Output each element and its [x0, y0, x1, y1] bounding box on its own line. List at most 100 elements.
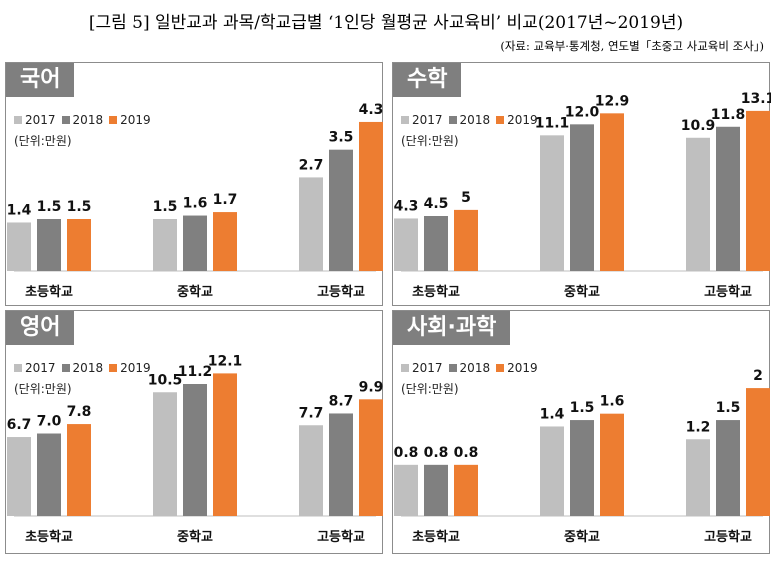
bar-2018 — [570, 124, 594, 271]
legend-label: 2017 — [25, 113, 56, 127]
bar-2018 — [716, 420, 740, 516]
legend: 2017 2018 2019 — [401, 113, 538, 127]
bar-chart: 0.8 0.8 0.8 초등학교 1.4 1.5 1.6 중학교 1.2 1.5 2 고등학교 — [394, 368, 770, 545]
legend: 2017 2018 2019 — [14, 361, 151, 375]
legend-swatch — [448, 116, 457, 124]
legend-swatch — [496, 116, 505, 124]
category-label: 중학교 — [177, 284, 213, 300]
value-label: 1.5 — [67, 199, 92, 215]
value-label: 4.3 — [394, 198, 419, 214]
legend-label: 2018 — [72, 361, 104, 375]
value-label: 11.2 — [178, 364, 213, 380]
value-label: 1.5 — [570, 400, 595, 416]
legend-item: 2017 — [401, 113, 443, 127]
value-label: 0.8 — [454, 445, 479, 461]
category-label: 고등학교 — [704, 529, 752, 545]
legend-swatch — [14, 364, 22, 372]
legend-swatch — [61, 116, 70, 124]
value-label: 12.9 — [595, 93, 630, 109]
value-label: 4.5 — [424, 196, 449, 212]
bar-2019 — [359, 121, 383, 271]
chart-title: 사회·과학 — [393, 311, 511, 345]
legend-item: 2018 — [61, 113, 104, 127]
legend-item: 2018 — [448, 361, 490, 375]
value-label: 2 — [753, 368, 763, 384]
bar-2018 — [424, 216, 448, 271]
legend-swatch — [401, 116, 409, 124]
bar-chart: 4.3 4.5 5 초등학교 11.112.012.9 중학교 10.911.813.1 고등… — [394, 91, 771, 300]
bar-2017 — [540, 426, 564, 516]
legend-swatch — [14, 116, 22, 124]
bar-2018 — [183, 384, 207, 516]
legend-swatch — [496, 364, 505, 372]
legend-label: 2019 — [507, 361, 538, 375]
legend-label: 2019 — [120, 361, 151, 375]
bar-2017 — [7, 437, 31, 516]
bar-chart: 1.4 1.5 1.5 초등학교 1.5 1.6 1.7 중학교 2.7 3.5 4.3 고등학교 — [7, 102, 384, 300]
value-label: 10.5 — [148, 372, 183, 388]
bar-2018 — [570, 420, 594, 516]
unit-label: (단위:만원) — [14, 134, 72, 148]
value-label: 1.5 — [716, 400, 741, 416]
value-label: 7.8 — [67, 404, 92, 420]
value-label: 7.7 — [299, 405, 324, 421]
legend-swatch — [448, 364, 457, 372]
category-label: 중학교 — [564, 284, 600, 300]
value-label: 11.1 — [535, 115, 570, 131]
value-label: 2.7 — [299, 157, 324, 173]
value-label: 1.2 — [686, 419, 711, 435]
legend-item: 2018 — [448, 113, 491, 127]
value-label: 12.0 — [565, 104, 600, 120]
bar-2018 — [329, 413, 353, 516]
legend-label: 2018 — [459, 113, 491, 127]
value-label: 6.7 — [7, 417, 32, 433]
bar-2019 — [67, 424, 91, 516]
value-label: 1.6 — [600, 394, 625, 410]
legend: 2017 2018 2019 — [401, 361, 538, 375]
value-label: 0.8 — [424, 445, 449, 461]
value-label: 4.3 — [359, 102, 384, 118]
bar-2017 — [299, 177, 323, 271]
value-label: 1.4 — [540, 406, 565, 422]
legend-item: 2017 — [14, 113, 56, 127]
value-label: 1.6 — [183, 196, 208, 212]
bar-2019 — [454, 464, 478, 516]
value-label: 12.1 — [208, 353, 243, 369]
bar-2017 — [7, 222, 31, 271]
bar-2017 — [686, 137, 710, 271]
value-label: 7.0 — [37, 414, 62, 430]
bar-chart: 6.7 7.0 7.8 초등학교 10.511.212.1 중학교 7.7 8.7 9.9 고등학… — [7, 353, 384, 545]
legend-swatch — [109, 364, 118, 372]
unit-label: (단위:만원) — [401, 134, 459, 148]
chart-title: 국어 — [6, 63, 75, 97]
bar-2017 — [153, 392, 177, 516]
bar-2019 — [600, 113, 624, 271]
chart-panel: 1.4 1.5 1.5 초등학교 1.5 1.6 1.7 중학교 2.7 3.5 4.3 고등학교 국어… — [5, 62, 383, 306]
category-label: 고등학교 — [704, 284, 752, 300]
bar-2018 — [37, 433, 61, 516]
legend-swatch — [109, 116, 118, 124]
bar-2018 — [183, 215, 207, 271]
bar-2017 — [394, 464, 418, 516]
legend-item: 2017 — [401, 361, 443, 375]
value-label: 5 — [461, 190, 471, 206]
category-label: 중학교 — [564, 529, 600, 545]
chart-panel: 6.7 7.0 7.8 초등학교 10.5 11.2 12.1 중학교 7.7 8.7 9.9 고등학… — [5, 310, 383, 554]
value-label: 1.5 — [153, 199, 178, 215]
bar-2018 — [37, 219, 61, 271]
legend-swatch — [401, 364, 409, 372]
legend-label: 2018 — [72, 113, 104, 127]
bar-2017 — [153, 219, 177, 271]
bar-2018 — [329, 149, 353, 271]
bar-2017 — [394, 218, 418, 271]
value-label: 0.8 — [394, 445, 419, 461]
unit-label: (단위:만원) — [401, 382, 459, 396]
legend-item: 2017 — [14, 361, 56, 375]
bar-2019 — [67, 219, 91, 271]
bar-2019 — [746, 110, 770, 271]
value-label: 9.9 — [359, 379, 384, 395]
legend-item: 2019 — [109, 361, 151, 375]
chart-title: 수학 — [393, 63, 462, 97]
legend-item: 2019 — [496, 361, 538, 375]
unit-label: (단위:만원) — [14, 382, 72, 396]
